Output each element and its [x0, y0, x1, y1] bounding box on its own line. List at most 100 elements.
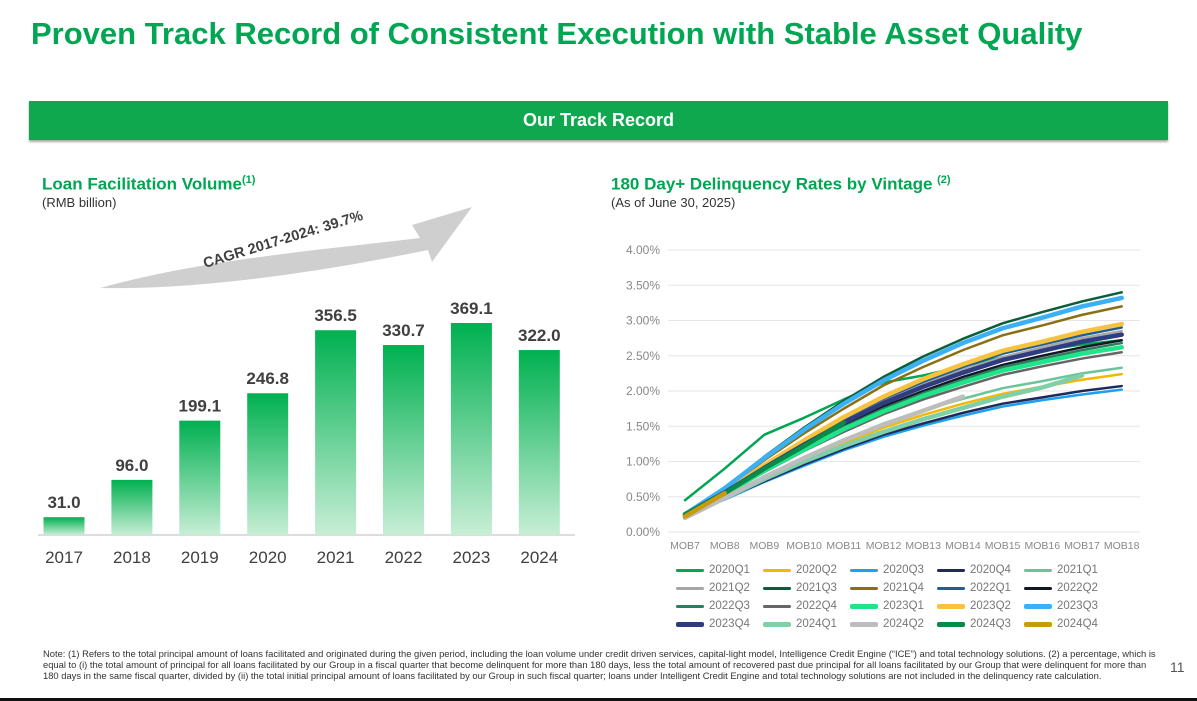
x-tick-label: 2023: [452, 548, 490, 567]
line-chart-title: 180 Day+ Delinquency Rates by Vintage (2…: [611, 174, 951, 195]
legend-label: 2022Q4: [796, 600, 837, 612]
legend-swatch: [850, 621, 878, 627]
x-tick-label: MOB14: [945, 540, 981, 552]
series-line-2020Q3: [683, 388, 1123, 516]
page-title: Proven Track Record of Consistent Execut…: [31, 16, 1083, 51]
legend-label: 2021Q1: [1057, 564, 1098, 576]
legend-item: 2022Q2: [1024, 580, 1111, 596]
bar-value-label: 356.5: [314, 306, 357, 325]
x-tick-label: MOB9: [750, 540, 780, 552]
legend-label: 2022Q2: [1057, 582, 1098, 594]
legend-label: 2024Q4: [1057, 618, 1098, 630]
line-chart-legend: 2020Q1 2020Q2 2020Q3 2020Q4 2021Q1 2021Q2 2021…: [676, 562, 1111, 632]
legend-swatch: [850, 603, 878, 609]
legend-item: 2024Q1: [763, 616, 850, 632]
legend-label: 2023Q3: [1057, 600, 1098, 612]
legend-label: 2021Q2: [709, 582, 750, 594]
legend-item: 2023Q1: [850, 598, 937, 614]
bar-2019: [179, 420, 221, 535]
legend-label: 2023Q4: [709, 618, 750, 630]
legend-label: 2021Q4: [883, 582, 924, 594]
bar-2020: [247, 393, 289, 535]
legend-swatch: [676, 568, 704, 572]
legend-item: 2022Q1: [937, 580, 1024, 596]
legend-item: 2022Q4: [763, 598, 850, 614]
legend-label: 2023Q1: [883, 600, 924, 612]
footnote-ref: (1): [241, 174, 256, 186]
bar-chart-subtitle: (RMB billion): [42, 195, 117, 210]
x-tick-label: 2022: [385, 548, 423, 567]
footnote-ref: (2): [937, 174, 951, 186]
legend-label: 2024Q3: [970, 618, 1011, 630]
x-tick-label: MOB16: [1024, 540, 1060, 552]
legend-swatch: [1024, 568, 1052, 572]
legend-swatch: [763, 568, 791, 572]
bar-value-label: 199.1: [179, 397, 222, 416]
x-tick-label: 2017: [45, 548, 83, 567]
x-tick-label: MOB17: [1064, 540, 1100, 552]
y-tick-label: 4.00%: [626, 243, 660, 257]
bar-2018: [111, 479, 153, 535]
legend-item: 2024Q4: [1024, 616, 1111, 632]
bar-value-label: 31.0: [47, 493, 80, 512]
bar-value-label: 369.1: [450, 299, 493, 318]
legend-label: 2020Q1: [709, 564, 750, 576]
y-tick-label: 2.00%: [626, 384, 660, 398]
bar-value-label: 246.8: [246, 369, 289, 388]
bar-2022: [383, 345, 424, 535]
x-tick-label: MOB11: [826, 540, 861, 552]
legend-swatch: [763, 586, 791, 590]
bottom-divider: [0, 698, 1197, 701]
legend-swatch: [676, 621, 704, 627]
legend-swatch: [850, 568, 878, 572]
bar-value-label: 322.0: [518, 326, 561, 345]
legend-item: 2020Q2: [763, 562, 850, 578]
x-tick-label: MOB12: [866, 540, 902, 552]
legend-item: 2023Q3: [1024, 598, 1111, 614]
page-number: 11: [1170, 659, 1185, 675]
legend-swatch: [676, 586, 704, 590]
legend-label: 2020Q4: [970, 564, 1011, 576]
bar-chart-title-text: Loan Facilitation Volume: [42, 174, 242, 194]
line-chart-title-text: 180 Day+ Delinquency Rates by Vintage: [611, 174, 933, 194]
x-tick-label: 2024: [520, 548, 558, 567]
legend-item: 2023Q2: [937, 598, 1024, 614]
bar-2021: [315, 330, 357, 535]
y-tick-label: 1.00%: [626, 455, 660, 469]
legend-item: 2022Q3: [676, 598, 763, 614]
legend-label: 2024Q2: [883, 618, 924, 630]
legend-swatch: [1024, 621, 1052, 627]
legend-swatch: [763, 604, 791, 608]
legend-item: 2020Q1: [676, 562, 763, 578]
bar-2024: [518, 350, 560, 535]
x-tick-label: MOB15: [985, 540, 1021, 552]
x-tick-label: MOB10: [786, 540, 822, 552]
series-line-2024Q2: [682, 394, 966, 521]
legend-swatch: [676, 604, 704, 608]
legend-label: 2023Q2: [970, 600, 1011, 612]
legend-swatch: [937, 586, 965, 590]
bar-value-label: 330.7: [382, 321, 425, 340]
legend-label: 2024Q1: [796, 618, 837, 630]
bar-chart-title: Loan Facilitation Volume(1): [42, 174, 255, 195]
y-tick-label: 3.50%: [626, 278, 660, 292]
legend-item: 2024Q3: [937, 616, 1024, 632]
legend-swatch: [937, 568, 965, 572]
legend-item: 2021Q2: [676, 580, 763, 596]
legend-item: 2024Q2: [850, 616, 937, 632]
legend-swatch: [850, 586, 878, 590]
x-tick-label: 2019: [181, 548, 219, 567]
x-tick-label: 2020: [249, 548, 287, 567]
y-tick-label: 0.50%: [626, 490, 660, 504]
x-tick-label: 2018: [113, 548, 151, 567]
section-banner: Our Track Record: [29, 101, 1168, 140]
y-tick-label: 0.00%: [626, 525, 660, 539]
x-tick-label: MOB7: [670, 540, 700, 552]
legend-swatch: [763, 621, 791, 627]
legend-item: 2020Q3: [850, 562, 937, 578]
legend-swatch: [937, 603, 965, 609]
legend-item: 2021Q4: [850, 580, 937, 596]
legend-swatch: [1024, 586, 1052, 590]
x-tick-label: MOB8: [710, 540, 740, 552]
